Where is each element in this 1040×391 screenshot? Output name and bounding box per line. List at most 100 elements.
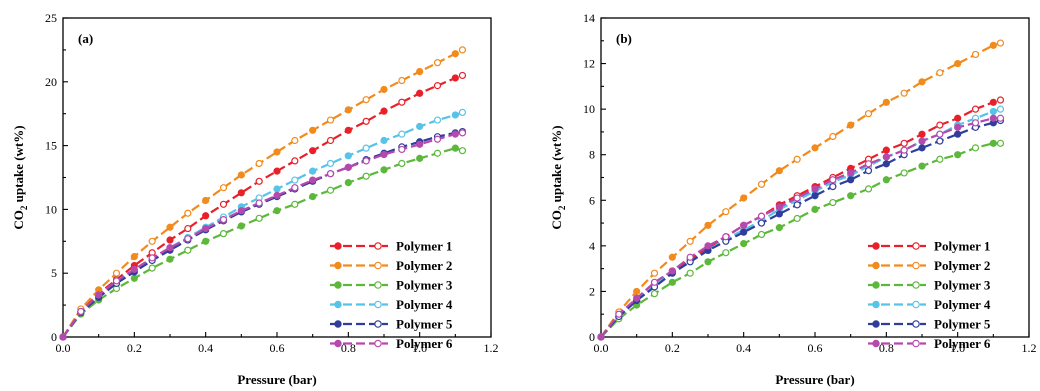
adsorption-point bbox=[130, 265, 138, 273]
legend-marker-open bbox=[912, 261, 920, 270]
adsorption-point bbox=[309, 193, 317, 201]
adsorption-point bbox=[847, 121, 855, 129]
desorption-point bbox=[398, 145, 406, 154]
desorption-point bbox=[650, 278, 659, 286]
adsorption-point bbox=[309, 167, 317, 175]
x-axis-title: Pressure (bar) bbox=[237, 372, 316, 387]
legend-label: Polymer 5 bbox=[396, 317, 453, 332]
adsorption-point bbox=[202, 212, 210, 220]
desorption-point bbox=[112, 269, 121, 277]
legend-label: Polymer 5 bbox=[934, 317, 991, 332]
adsorption-point bbox=[451, 111, 459, 119]
desorption-point bbox=[219, 184, 228, 192]
adsorption-point bbox=[166, 244, 174, 252]
adsorption-point bbox=[273, 167, 281, 175]
desorption-point bbox=[291, 184, 299, 192]
desorption-point bbox=[686, 253, 694, 261]
adsorption-point bbox=[130, 274, 138, 282]
legend-marker-filled bbox=[334, 339, 342, 348]
legend-label: Polymer 3 bbox=[396, 278, 453, 293]
y-tick-label: 10 bbox=[45, 202, 57, 216]
legend-marker-open bbox=[912, 300, 920, 309]
desorption-point bbox=[219, 230, 228, 238]
adsorption-point bbox=[95, 291, 103, 299]
x-tick-label: 0.0 bbox=[594, 341, 609, 355]
adsorption-point bbox=[416, 140, 424, 148]
legend-marker-open bbox=[912, 242, 920, 250]
desorption-point bbox=[291, 157, 299, 165]
x-tick-label: 0.4 bbox=[736, 341, 751, 355]
desorption-point bbox=[829, 132, 837, 141]
desorption-point bbox=[757, 219, 766, 227]
desorption-point bbox=[686, 269, 694, 277]
adsorption-point bbox=[847, 176, 855, 184]
desorption-point bbox=[971, 119, 980, 127]
desorption-point bbox=[255, 177, 263, 185]
adsorption-point bbox=[775, 167, 783, 175]
desorption-point bbox=[362, 117, 370, 125]
adsorption-point bbox=[237, 222, 245, 230]
desorption-point bbox=[900, 169, 908, 177]
y-tick-label: 8 bbox=[589, 148, 595, 162]
desorption-point bbox=[219, 216, 228, 224]
adsorption-point bbox=[989, 98, 997, 106]
desorption-point bbox=[722, 249, 730, 257]
adsorption-point bbox=[166, 236, 174, 244]
desorption-point bbox=[458, 71, 467, 80]
adsorption-point bbox=[775, 224, 783, 232]
y-tick-label: 0 bbox=[51, 330, 57, 344]
legend-marker-open bbox=[912, 339, 920, 348]
legend-marker-filled bbox=[334, 281, 342, 289]
adsorption-point bbox=[344, 126, 352, 134]
desorption-point bbox=[996, 114, 1005, 122]
adsorption-point bbox=[668, 267, 676, 275]
desorption-point bbox=[362, 144, 370, 152]
desorption-point bbox=[291, 176, 299, 184]
x-tick-label: 1.0 bbox=[412, 341, 427, 355]
y-tick-label: 6 bbox=[589, 193, 595, 207]
legend-marker-filled bbox=[334, 242, 342, 250]
desorption-point bbox=[433, 116, 442, 124]
desorption-point bbox=[77, 307, 85, 316]
y-tick-label: 0 bbox=[589, 330, 595, 344]
adsorption-point bbox=[344, 179, 352, 187]
desorption-point bbox=[255, 159, 263, 168]
legend-marker-filled bbox=[872, 320, 880, 328]
adsorption-point bbox=[380, 136, 388, 145]
adsorption-point bbox=[166, 255, 174, 263]
desorption-point bbox=[971, 105, 980, 113]
desorption-point bbox=[398, 76, 406, 85]
series-line bbox=[600, 42, 1001, 338]
desorption-point bbox=[793, 201, 801, 209]
y-axis-title-main: CO bbox=[549, 210, 564, 230]
adsorption-point bbox=[451, 50, 459, 58]
desorption-point bbox=[829, 176, 837, 184]
adsorption-point bbox=[918, 78, 926, 86]
adsorption-point bbox=[882, 98, 890, 106]
adsorption-point bbox=[416, 67, 424, 76]
adsorption-point bbox=[989, 107, 997, 116]
desorption-point bbox=[433, 149, 442, 157]
desorption-point bbox=[996, 139, 1005, 147]
adsorption-point bbox=[740, 228, 748, 236]
desorption-point bbox=[458, 46, 467, 54]
desorption-point bbox=[936, 137, 944, 145]
panel-label: (b) bbox=[616, 31, 632, 46]
adsorption-point bbox=[954, 59, 962, 68]
y-axis-title-rest: uptake (wt%) bbox=[11, 125, 26, 205]
desorption-point bbox=[433, 135, 442, 143]
desorption-point bbox=[793, 194, 801, 202]
adsorption-point bbox=[273, 148, 281, 156]
desorption-point bbox=[148, 237, 156, 245]
desorption-point bbox=[996, 39, 1005, 47]
desorption-point bbox=[326, 159, 335, 168]
adsorption-point bbox=[633, 294, 641, 302]
legend-marker-filled bbox=[872, 242, 880, 250]
adsorption-point bbox=[451, 74, 459, 82]
adsorption-point bbox=[237, 171, 245, 179]
desorption-point bbox=[829, 183, 837, 191]
legend-marker-open bbox=[374, 339, 382, 348]
adsorption-point bbox=[704, 221, 712, 229]
desorption-point bbox=[184, 224, 192, 233]
